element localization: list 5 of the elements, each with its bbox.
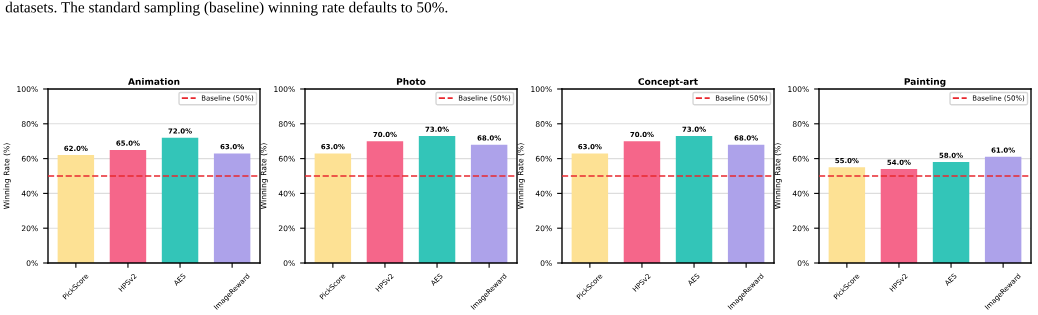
chart-title: Animation [128, 77, 180, 85]
chart-title: Painting [904, 77, 946, 87]
chart-title: Photo [396, 77, 426, 85]
chart-title: Concept-art [638, 78, 698, 87]
text: datasets. The standard sampling (baseline) winning rate defaults to 50%. [5, 1, 448, 16]
